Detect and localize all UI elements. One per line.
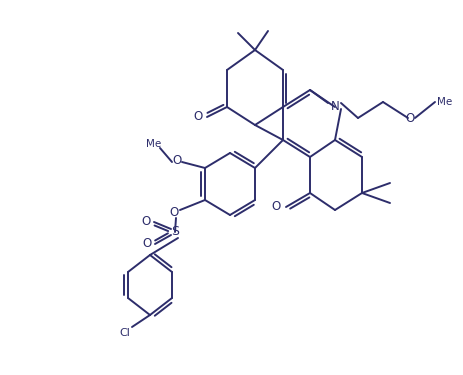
Text: S: S bbox=[171, 225, 179, 238]
Text: O: O bbox=[193, 111, 202, 123]
Text: Me: Me bbox=[146, 139, 161, 149]
Text: O: O bbox=[169, 207, 178, 219]
Text: O: O bbox=[142, 237, 151, 250]
Text: Cl: Cl bbox=[119, 328, 130, 338]
Text: Me: Me bbox=[437, 97, 451, 107]
Text: O: O bbox=[141, 216, 150, 228]
Text: N: N bbox=[330, 99, 338, 112]
Text: O: O bbox=[172, 154, 181, 168]
Text: O: O bbox=[271, 201, 280, 213]
Text: O: O bbox=[405, 112, 414, 126]
